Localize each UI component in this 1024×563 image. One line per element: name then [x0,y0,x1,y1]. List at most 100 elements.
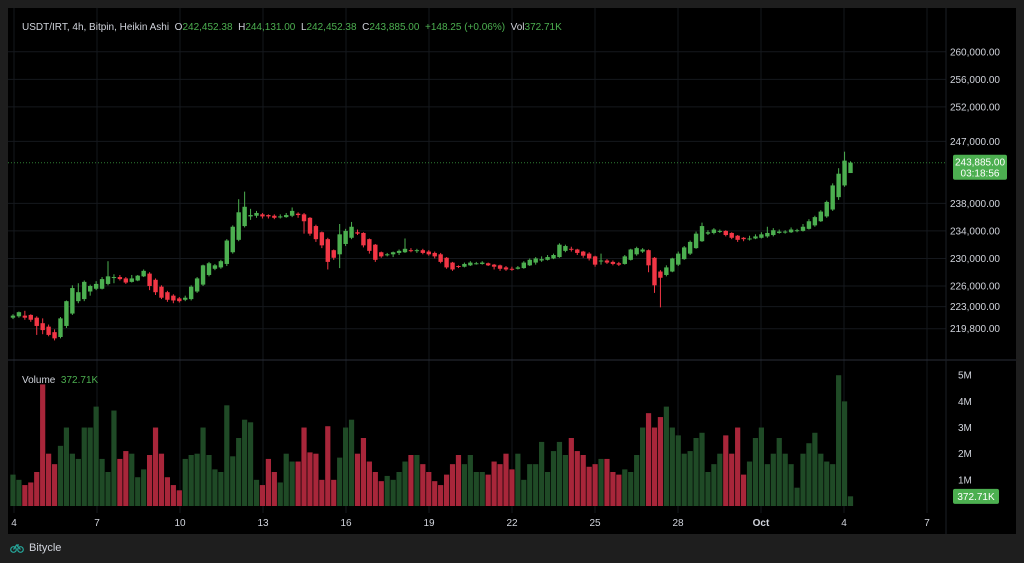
time-axis[interactable]: 4 7 10 13 16 19 22 25 28 Oct 4 7 [11,518,930,529]
volume-bar [206,455,212,506]
volume-bar [426,472,432,506]
symbol-legend: USDT/IRT, 4h, Bitpin, Heikin Ashi O242,4… [22,22,562,33]
candle-body [670,258,675,272]
volume-bar [729,453,735,506]
volume-bar [188,455,194,506]
candle-body [301,214,307,222]
volume-bar [253,479,260,506]
brand[interactable]: Bitycle [10,542,61,554]
candle-body [604,260,610,263]
candle-body [782,231,788,233]
candle-body [349,226,354,238]
volume-bar [259,485,266,506]
candle-body [46,326,51,335]
chart-canvas[interactable]: 260,000.00 256,000.00 252,000.00 247,000.00… [8,8,1016,534]
price-axis-label: 256,000.00 [950,75,1000,86]
candle-body [284,215,289,218]
candle-body [135,275,140,281]
candle-body [260,214,265,217]
volume-bar [242,419,248,506]
candle-body [646,250,651,266]
volume-bar [87,427,93,506]
volume-bar [616,474,622,506]
volume-bar [651,427,658,506]
candle-body [747,238,752,240]
volume-bar [408,455,414,506]
volume-bar [515,453,521,506]
volume-bar [746,461,753,506]
candle-body [289,210,295,216]
volume-bar [135,477,141,506]
volume-badge-value: 372.71K [957,492,995,503]
candle-body [337,234,342,255]
candle-body [491,264,497,267]
volume-bar [99,458,105,506]
volume-bar [63,427,70,506]
low-value: 242,452.38 [306,22,357,33]
volume-bar [461,464,468,506]
candle-body [141,270,146,277]
candle-body [848,162,853,174]
last-price-countdown: 03:18:56 [961,169,1000,180]
volume-label[interactable]: Volume [22,375,56,386]
volume-bar [764,464,770,506]
volume-bar [711,464,717,506]
volume-bar [218,472,224,506]
volume-bar [105,472,111,506]
volume-bar [93,406,99,506]
volume-bar [610,472,616,506]
candle-body [396,250,402,253]
candle-body [729,232,734,238]
candle-body [824,201,829,217]
candle-body [82,281,87,300]
volume-bar [812,432,818,506]
candle-body [771,230,776,236]
volume-bar [51,464,58,506]
candle-body [711,229,717,233]
candle-body [16,312,22,317]
last-price-badge-bg [953,154,1007,180]
volume-bar [776,438,782,506]
volume-bar [634,455,640,506]
candle-body [355,232,360,234]
volume-bar [265,458,271,506]
candle-body [331,250,336,258]
price-axis-label: 252,000.00 [950,102,1000,113]
volume-bar [319,479,325,506]
volume-bar [830,464,836,506]
chart-area[interactable]: 260,000.00 256,000.00 252,000.00 247,000.00… [8,8,1016,534]
candle-body [373,244,378,260]
close-label: C [362,22,370,33]
volume-axis-label: 5M [958,371,972,382]
footer: Bitycle [0,536,1024,563]
candle-body [379,252,384,257]
volume-bar [307,452,313,506]
candle-body [105,276,111,284]
candle-body [581,251,586,256]
volume-axis[interactable]: 5M 4M 3M 2M 1M [958,371,972,487]
candle-body [212,265,218,269]
vol-value: 372.71K [524,22,562,33]
volume-bar [289,461,295,506]
volume-bar [657,417,664,506]
last-price-badge: 243,885.00 03:18:56 [953,154,1007,180]
volume-bar [640,427,646,506]
volume-bar [46,453,52,506]
candle-body [485,263,491,266]
symbol-title[interactable]: USDT/IRT, 4h, Bitpin, Heikin Ashi [22,22,170,33]
volume-bar [645,413,652,506]
volume-bar [117,458,123,506]
volume-badge: 372.71K [953,488,999,504]
candle-body [735,235,740,240]
volume-bar [628,472,634,506]
volume-bar [580,455,586,506]
volume-bar [497,464,503,506]
volume-bar [687,451,693,506]
volume-bar [354,453,361,506]
candle-body [800,226,806,231]
candle-body [480,262,485,264]
price-axis[interactable]: 260,000.00 256,000.00 252,000.00 247,000.00… [950,47,1000,335]
candle-body [117,277,123,280]
volume-bar [313,453,319,506]
candle-body [705,232,711,234]
